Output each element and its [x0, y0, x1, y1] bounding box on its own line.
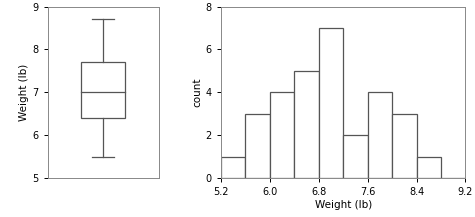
Y-axis label: count: count [193, 77, 203, 107]
Bar [246, 114, 270, 178]
Bar [392, 114, 417, 178]
Bar [270, 92, 294, 178]
Bar [81, 62, 125, 118]
Bar [319, 28, 343, 178]
Bar [343, 135, 368, 178]
Bar [368, 92, 392, 178]
Y-axis label: Weight (lb): Weight (lb) [19, 64, 29, 121]
Bar [294, 71, 319, 178]
X-axis label: Weight (lb): Weight (lb) [314, 200, 372, 210]
Bar [417, 156, 441, 178]
Bar [221, 156, 246, 178]
